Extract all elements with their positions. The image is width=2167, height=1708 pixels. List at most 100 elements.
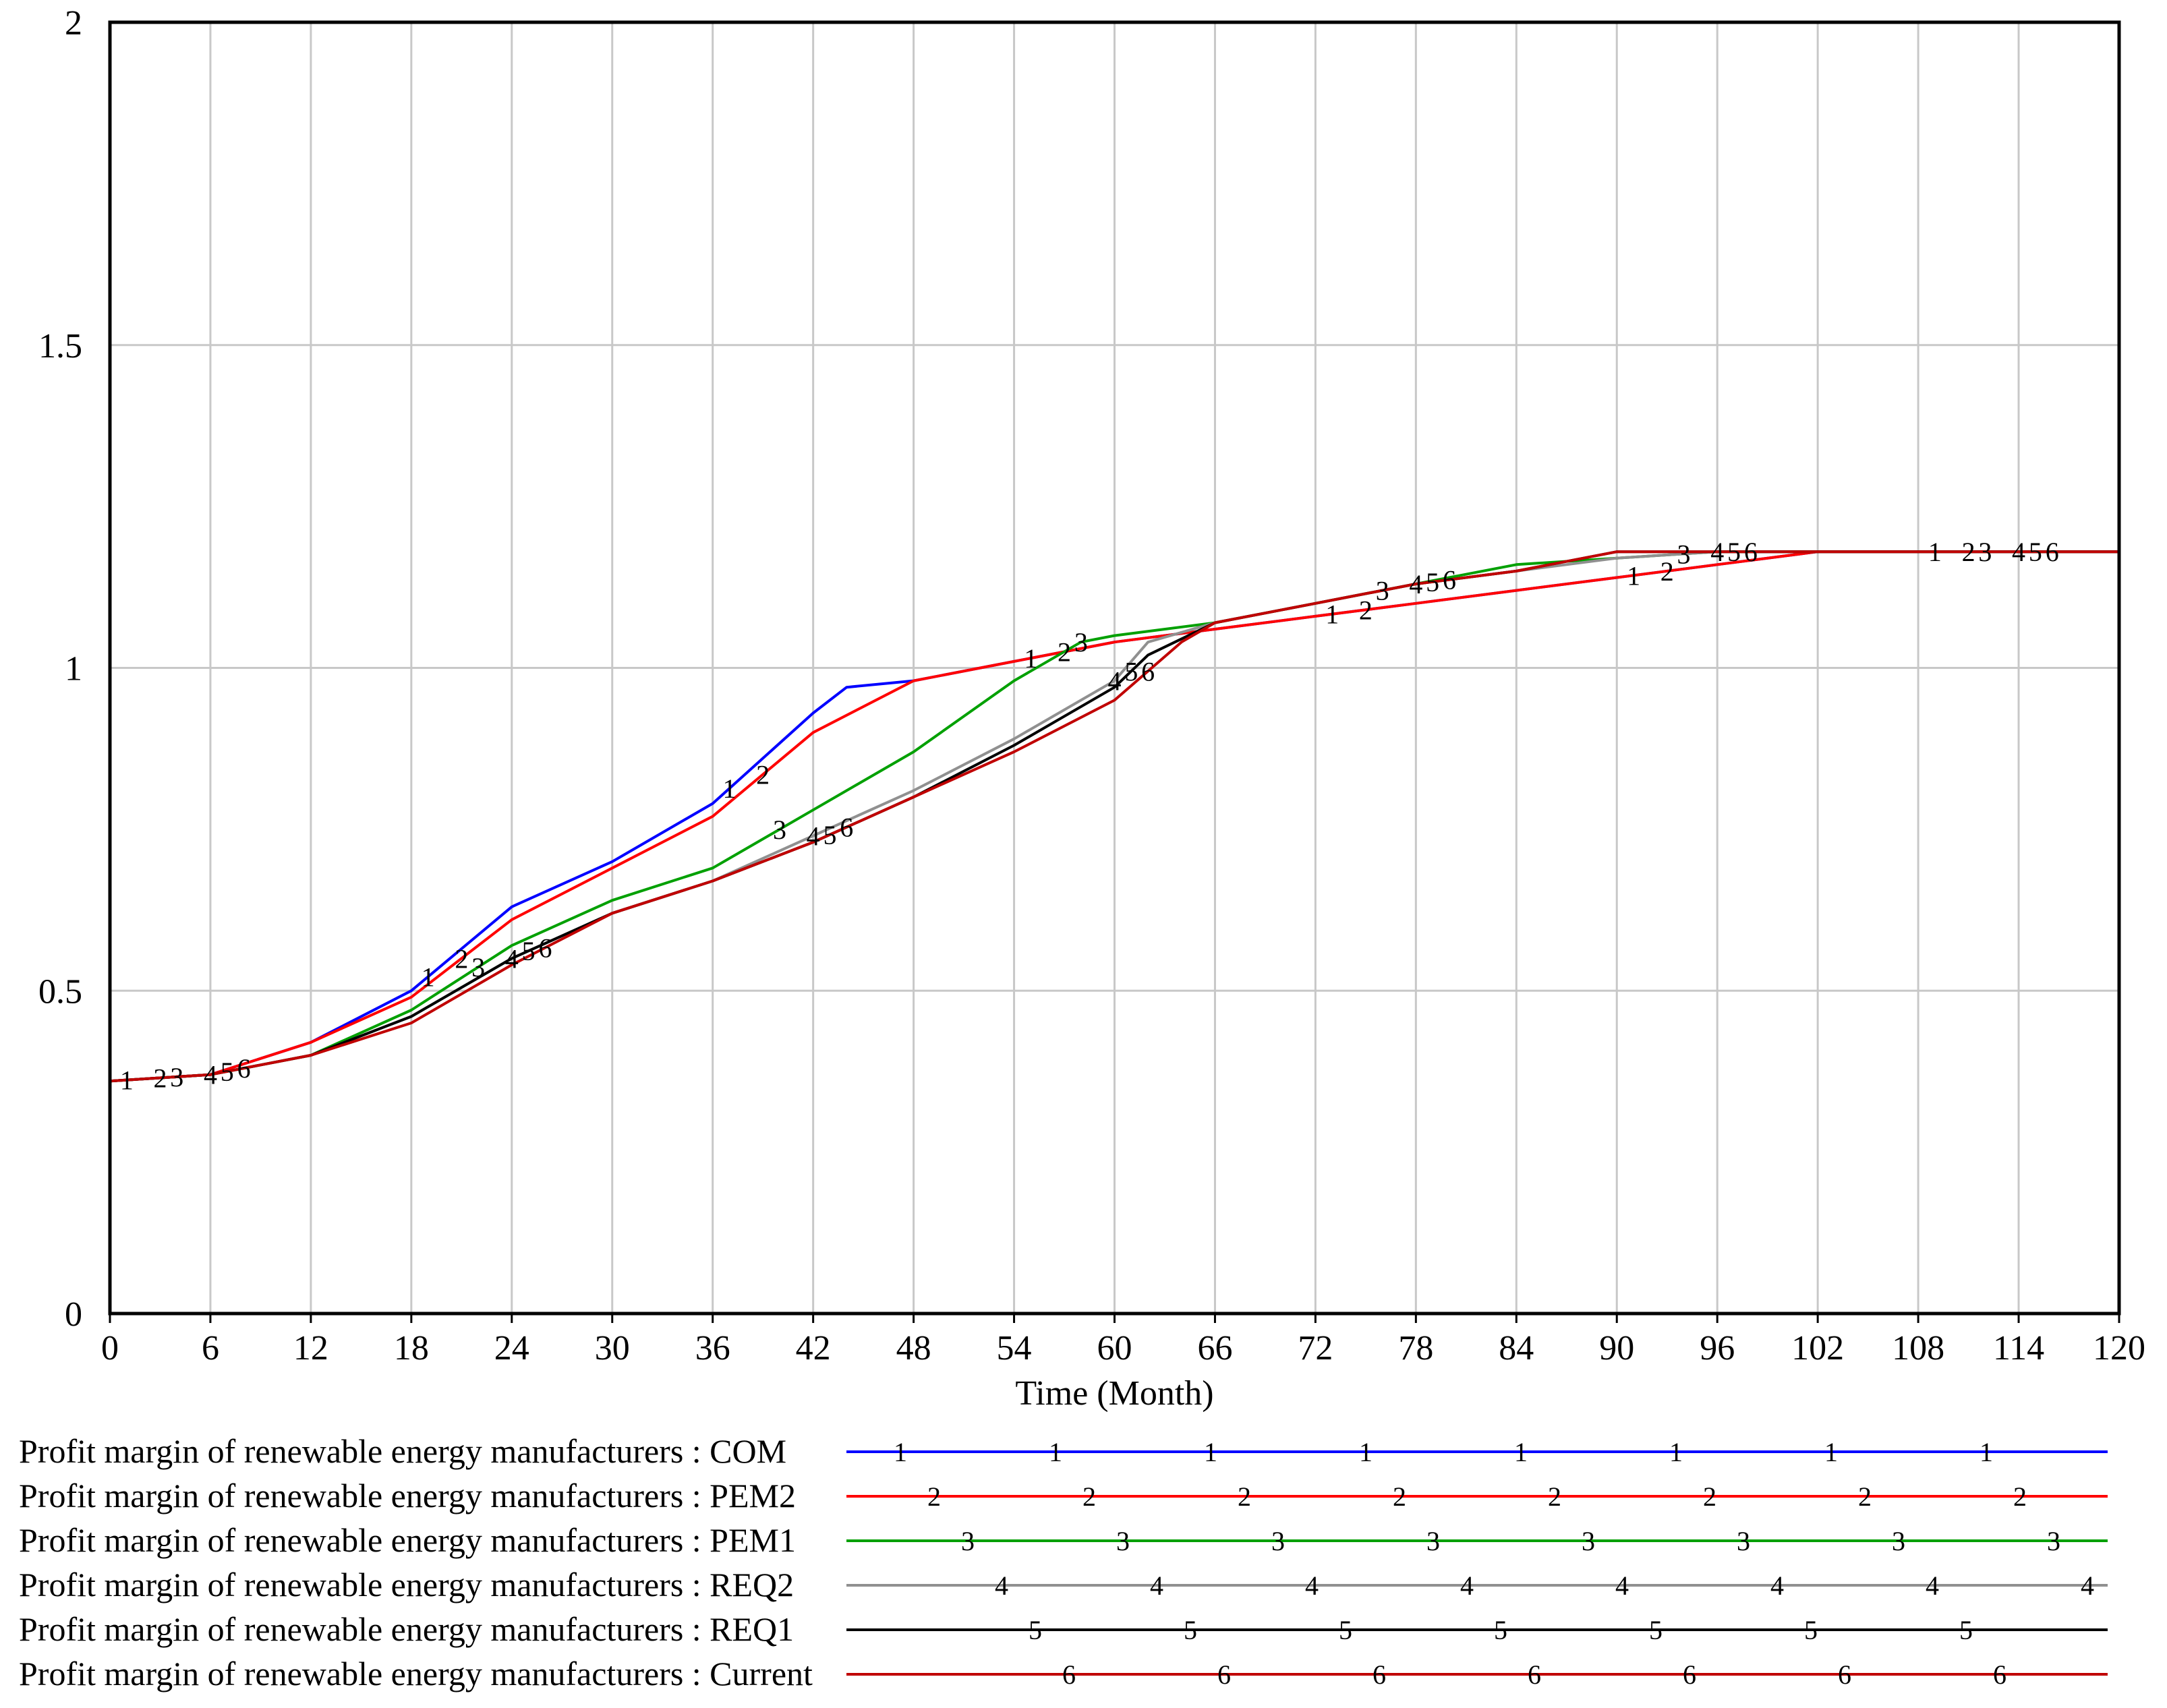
- legend-marker: 4: [1305, 1570, 1319, 1601]
- legend-label: Profit margin of renewable energy manufa…: [19, 1477, 796, 1514]
- legend-marker: 5: [1804, 1615, 1818, 1645]
- legend-marker: 3: [1737, 1526, 1750, 1556]
- legend-marker: 3: [1116, 1526, 1130, 1556]
- series-marker: 2: [455, 943, 468, 974]
- series-line: [109, 550, 2119, 1083]
- legend-marker: 1: [1980, 1437, 1993, 1467]
- legend-marker: 1: [1669, 1437, 1683, 1467]
- legend-label: Profit margin of renewable energy manufa…: [19, 1432, 786, 1470]
- y-tick-label: 1.5: [38, 327, 82, 365]
- x-tick-label: 24: [494, 1329, 529, 1367]
- legend-marker: 4: [1150, 1570, 1163, 1601]
- x-tick-label: 84: [1499, 1329, 1534, 1367]
- series-marker: 5: [221, 1057, 234, 1087]
- y-axis-ticks: 0 0.5 1 1.5 2: [38, 4, 82, 1334]
- legend-marker: 6: [1993, 1659, 2006, 1690]
- x-tick-label: 90: [1599, 1329, 1634, 1367]
- legend-marker: 5: [1494, 1615, 1507, 1645]
- series-marker: 1: [1024, 643, 1037, 674]
- x-tick-label: 18: [394, 1329, 429, 1367]
- legend-marker: 2: [1082, 1481, 1096, 1512]
- legend-label: Profit margin of renewable energy manufa…: [19, 1566, 794, 1603]
- series-marker: 3: [1074, 627, 1088, 657]
- legend-marker: 2: [1548, 1481, 1561, 1512]
- series-marker: 3: [170, 1062, 183, 1092]
- legend-marker: 2: [2013, 1481, 2027, 1512]
- series-lines: [109, 550, 2119, 1083]
- series-marker: 3: [471, 952, 485, 982]
- x-tick-label: 114: [1993, 1329, 2044, 1367]
- legend-marker: 6: [1838, 1659, 1851, 1690]
- x-axis-title: Time (Month): [1015, 1374, 1213, 1413]
- legend-marker: 4: [1926, 1570, 1939, 1601]
- series-marker: 6: [1443, 565, 1456, 595]
- series-marker: 3: [1677, 539, 1691, 569]
- x-tick-label: 54: [997, 1329, 1032, 1367]
- x-tick-label: 102: [1791, 1329, 1844, 1367]
- x-tick-label: 108: [1892, 1329, 1944, 1367]
- series-marker: 6: [237, 1053, 251, 1084]
- series-marker: 1: [1627, 560, 1640, 591]
- legend-marker: 3: [1892, 1526, 1905, 1556]
- legend-label: Profit margin of renewable energy manufa…: [19, 1521, 796, 1559]
- legend-marker: 6: [1373, 1659, 1386, 1690]
- series-marker: 2: [756, 759, 770, 790]
- legend-marker: 6: [1217, 1659, 1231, 1690]
- x-tick-label: 78: [1398, 1329, 1433, 1367]
- legend-marker: 1: [1049, 1437, 1062, 1467]
- x-tick-label: 30: [595, 1329, 630, 1367]
- series-marker: 5: [823, 820, 836, 850]
- series-marker: 2: [1058, 637, 1071, 668]
- legend-marker: 1: [1514, 1437, 1528, 1467]
- series-marker: 6: [1744, 537, 1758, 567]
- series-marker: 5: [1727, 537, 1741, 567]
- series-marker: 5: [1426, 567, 1439, 597]
- series-marker: 6: [840, 813, 853, 843]
- series-marker: 2: [1962, 537, 1975, 567]
- legend-marker: 1: [894, 1437, 907, 1467]
- legend-marker: 5: [1029, 1615, 1042, 1645]
- series-marker: 4: [1108, 666, 1122, 697]
- legend: Profit margin of renewable energy manufa…: [19, 1432, 2108, 1692]
- series-marker: 1: [120, 1065, 134, 1096]
- x-tick-label: 120: [2093, 1329, 2145, 1367]
- legend-label: Profit margin of renewable energy manufa…: [19, 1655, 813, 1692]
- series-marker: 1: [1325, 599, 1339, 630]
- legend-marker: 4: [2081, 1570, 2094, 1601]
- legend-marker: 4: [1770, 1570, 1784, 1601]
- legend-marker: 4: [1615, 1570, 1629, 1601]
- series-marker: 4: [2012, 537, 2025, 567]
- x-tick-label: 60: [1097, 1329, 1132, 1367]
- series-marker: 2: [1359, 595, 1373, 625]
- legend-marker: 2: [1393, 1481, 1406, 1512]
- series-marker: 3: [1978, 537, 1992, 567]
- legend-marker: 3: [1271, 1526, 1285, 1556]
- y-tick-label: 0: [65, 1295, 82, 1334]
- x-tick-label: 66: [1197, 1329, 1232, 1367]
- x-tick-label: 6: [202, 1329, 219, 1367]
- series-marker: 4: [807, 821, 820, 851]
- legend-marker: 6: [1528, 1659, 1541, 1690]
- legend-marker: 5: [1959, 1615, 1973, 1645]
- legend-label: Profit margin of renewable energy manufa…: [19, 1610, 794, 1648]
- series-marker: 5: [2029, 537, 2042, 567]
- x-tick-label: 42: [796, 1329, 831, 1367]
- series-marker: 4: [1710, 537, 1724, 567]
- series-marker: 1: [1928, 537, 1942, 567]
- series-marker: 4: [1409, 569, 1422, 599]
- x-axis-ticks: 0 6 12 18 24 30 36 42 48 54 60 66 72 78 84 90 96 102 108 11…: [101, 1314, 2145, 1367]
- legend-marker: 2: [927, 1481, 941, 1512]
- legend-marker: 3: [1582, 1526, 1595, 1556]
- x-tick-label: 12: [293, 1329, 328, 1367]
- legend-marker: 2: [1238, 1481, 1251, 1512]
- legend-marker: 3: [1426, 1526, 1440, 1556]
- y-tick-label: 1: [65, 650, 82, 688]
- series-marker: 1: [422, 962, 435, 993]
- series-marker: 4: [505, 943, 519, 974]
- legend-marker: 3: [961, 1526, 975, 1556]
- series-marker: 4: [204, 1060, 217, 1090]
- series-marker: 3: [773, 815, 786, 845]
- legend-marker: 3: [2047, 1526, 2060, 1556]
- series-marker: 3: [1376, 576, 1389, 606]
